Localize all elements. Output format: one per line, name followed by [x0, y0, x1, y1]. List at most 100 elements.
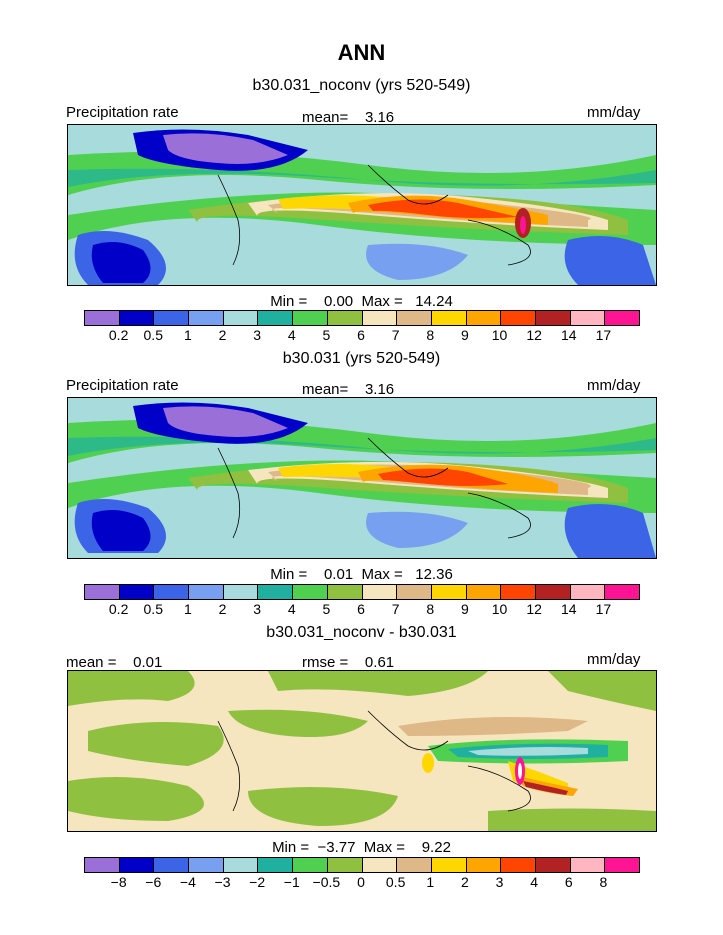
- colorbar-swatch: [431, 311, 467, 325]
- colorbar-swatch: [154, 858, 190, 872]
- colorbar-tick-label: −4: [179, 874, 196, 890]
- colorbar-swatch: [397, 858, 432, 872]
- colorbar-tick-label: 17: [595, 327, 612, 343]
- panel-1-title: b30.031_noconv (yrs 520-549): [252, 77, 471, 94]
- colorbar-swatch: [327, 311, 363, 325]
- colorbar-swatch: [535, 311, 571, 325]
- colorbar-swatch: [85, 858, 120, 872]
- colorbar-tick-label: 1: [426, 874, 435, 890]
- colorbar-1-ticks: 0.2 0.5 1 2 3 4 5 6 7 8 9 10 12 14 17: [84, 327, 638, 343]
- colorbar-swatch: [362, 311, 398, 325]
- colorbar-swatch: [293, 858, 328, 872]
- panel-2-left-label: Precipitation rate: [66, 377, 179, 394]
- colorbar-tick-label: 9: [460, 327, 469, 343]
- colorbar-tick-label: −2: [249, 874, 266, 890]
- colorbar-tick-label: 3: [253, 601, 262, 617]
- panel-2-units-label: mm/day: [587, 377, 641, 394]
- colorbar-tick-label: −6: [145, 874, 162, 890]
- colorbar-swatch: [85, 585, 120, 599]
- colorbar-swatch: [501, 585, 536, 599]
- colorbar-swatch: [466, 311, 502, 325]
- colorbar-tick-label: 10: [491, 327, 508, 343]
- colorbar-swatch: [570, 585, 606, 599]
- colorbar-tick-label: 8: [426, 327, 435, 343]
- colorbar-swatch: [570, 311, 606, 325]
- precip-map-2: [68, 398, 656, 558]
- colorbar-swatch: [466, 858, 502, 872]
- colorbar-swatch: [605, 585, 639, 599]
- colorbar-tick-label: 6: [357, 601, 365, 617]
- colorbar-tick-label: 2: [460, 874, 469, 890]
- colorbar-swatch: [397, 585, 432, 599]
- panel-2-map: [67, 397, 657, 559]
- colorbar-swatch: [189, 311, 224, 325]
- colorbar-swatch: [327, 585, 363, 599]
- colorbar-tick-label: 9: [460, 601, 469, 617]
- colorbar-swatch: [605, 858, 639, 872]
- figure-title: ANN: [337, 40, 386, 65]
- colorbar-tick-label: 5: [322, 327, 331, 343]
- colorbar-swatch: [327, 858, 363, 872]
- colorbar-swatch: [258, 858, 294, 872]
- colorbar-swatch: [362, 858, 398, 872]
- colorbar-tick-label: 0: [357, 874, 365, 890]
- panel-3-title: b30.031_noconv - b30.031: [266, 624, 457, 641]
- panel-1-minmax: Min = 0.00 Max = 14.24: [270, 293, 453, 310]
- colorbar-tick-label: −1: [283, 874, 300, 890]
- panel-1-left-label: Precipitation rate: [66, 104, 179, 121]
- colorbar-tick-label: 2: [218, 327, 227, 343]
- colorbar-tick-label: 12: [526, 327, 542, 343]
- colorbar-swatch: [293, 311, 328, 325]
- colorbar-swatch: [154, 585, 190, 599]
- colorbar-swatch: [258, 311, 294, 325]
- panel-3-minmax: Min = −3.77 Max = 9.22: [272, 839, 451, 856]
- colorbar-swatch: [362, 585, 398, 599]
- colorbar-swatch: [119, 858, 155, 872]
- colorbar-swatch: [605, 311, 639, 325]
- colorbar-swatch: [431, 585, 467, 599]
- colorbar-swatch: [535, 585, 571, 599]
- colorbar-swatch: [85, 311, 120, 325]
- colorbar-tick-label: 4: [287, 601, 296, 617]
- colorbar-tick-label: −3: [214, 874, 231, 890]
- colorbar-swatch: [258, 585, 294, 599]
- colorbar-swatch: [293, 585, 328, 599]
- colorbar-swatch: [223, 585, 259, 599]
- colorbar-tick-label: 17: [595, 601, 612, 617]
- colorbar-swatch: [119, 585, 155, 599]
- colorbar-tick-label: 0.2: [108, 327, 129, 343]
- colorbar-swatch: [397, 311, 432, 325]
- colorbar-tick-label: −8: [110, 874, 127, 890]
- colorbar-tick-label: 14: [560, 327, 577, 343]
- panel-2-title: b30.031 (yrs 520-549): [282, 350, 441, 367]
- colorbar-swatch: [466, 585, 502, 599]
- panel-3-rmse-label: rmse = 0.61: [302, 654, 395, 671]
- colorbar-1: [84, 310, 640, 326]
- panel-3-map: [67, 670, 657, 832]
- colorbar-tick-label: 3: [495, 874, 504, 890]
- colorbar-swatch: [189, 858, 224, 872]
- panel-1-map: [67, 124, 657, 286]
- colorbar-tick-label: 8: [599, 874, 608, 890]
- colorbar-tick-label: 0.5: [143, 601, 163, 617]
- colorbar-tick-label: 12: [526, 601, 542, 617]
- panel-1-units-label: mm/day: [587, 104, 641, 121]
- colorbar-tick-label: 2: [218, 601, 227, 617]
- panel-3-mean-label: mean = 0.01: [66, 654, 163, 671]
- colorbar-tick-label: 10: [491, 601, 508, 617]
- colorbar-tick-label: 1: [183, 601, 192, 617]
- colorbar-swatch: [154, 311, 190, 325]
- colorbar-tick-label: 0.5: [143, 327, 163, 343]
- colorbar-tick-label: 0.5: [385, 874, 406, 890]
- colorbar-tick-label: 14: [560, 601, 577, 617]
- colorbar-3: [84, 857, 640, 873]
- precip-map-1: [68, 125, 656, 285]
- colorbar-3-ticks: −8 −6 −4 −3 −2 −1 −0.5 0 0.5 1 2 3 4 6 8: [84, 874, 638, 890]
- colorbar-tick-label: 7: [391, 601, 400, 617]
- colorbar-swatch: [570, 858, 606, 872]
- colorbar-tick-label: 0.2: [108, 601, 129, 617]
- colorbar-tick-label: −0.5: [312, 874, 341, 890]
- colorbar-tick-label: 4: [287, 327, 296, 343]
- colorbar-swatch: [223, 858, 259, 872]
- colorbar-swatch: [501, 858, 536, 872]
